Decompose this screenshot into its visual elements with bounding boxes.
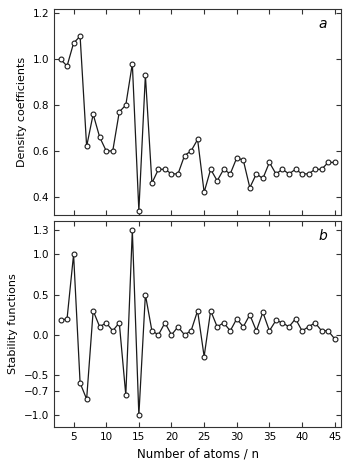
Text: b: b — [318, 229, 327, 243]
Y-axis label: Density coefficients: Density coefficients — [17, 57, 27, 167]
X-axis label: Number of atoms / n: Number of atoms / n — [136, 448, 259, 461]
Text: a: a — [318, 17, 327, 31]
Y-axis label: Stability functions: Stability functions — [8, 273, 18, 374]
